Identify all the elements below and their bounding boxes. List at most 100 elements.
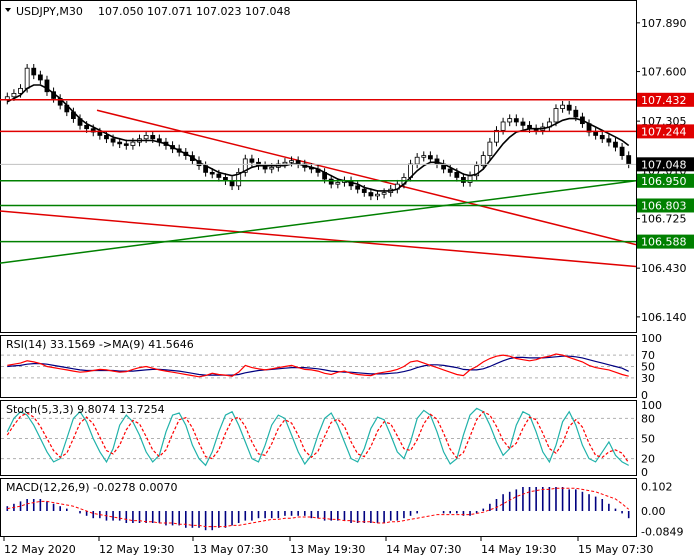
candle-body [566,104,572,111]
candle-body [236,171,242,187]
candle-body [626,155,632,165]
candle-body [421,155,427,158]
macd-label: MACD(12,26,9) -0.0278 0.0070 [6,481,177,494]
candle-body [560,104,565,109]
candle-body [513,118,519,123]
macd-tick-label: 0.102 [641,481,673,494]
macd-tick-label: 0.00 [641,505,666,518]
current-price-label: 107.048 [641,158,687,171]
macd-layer [6,487,630,531]
stoch-tick-label: 50 [641,433,655,446]
stoch-tick-label: 100 [641,399,662,412]
candle-body [593,131,599,136]
rsi-tick-label: 50 [641,361,655,374]
macd-panel-frame [0,478,637,537]
macd-tick-label: -0.0849 [641,525,683,538]
axis-layer: 107.890107.600107.305107.010106.725106.4… [3,17,694,556]
time-tick-label: 13 May 19:30 [290,543,365,556]
candle-body [209,171,215,175]
candle-body [599,135,605,140]
candle-body [500,121,506,131]
stoch-d-line [6,410,630,464]
price-tick-label: 106.725 [641,213,687,226]
candle-body [613,141,618,148]
candle-body [37,74,43,81]
collapse-triangle-icon[interactable] [5,8,11,12]
candle-body [447,168,453,173]
level-price-tag [637,198,694,213]
trendline [0,180,637,264]
candle-body [355,185,361,190]
candle-body [494,129,499,143]
price-tick-label: 107.890 [641,17,687,30]
level-price-label: 107.432 [641,94,687,107]
time-tick-label: 14 May 07:30 [386,543,461,556]
level-price-label: 106.803 [641,199,687,212]
level-price-tag [637,173,694,188]
candle-body [44,79,50,93]
rsi-tick-label: 0 [641,389,648,402]
rsi-tick-label: 100 [641,332,662,345]
ohlc-readout: 107.050 107.071 107.023 107.048 [98,5,290,18]
candle-body [104,135,109,140]
moving-average-line [6,84,630,192]
candle-body [381,192,387,195]
candle-body [487,141,493,156]
time-tick-label: 12 May 2020 [4,543,76,556]
current-price-tag [637,157,694,172]
price-tick-label: 106.140 [641,311,687,324]
candle-body [553,108,559,123]
candle-body [573,109,579,118]
candle-body [619,146,625,156]
candle-body [461,177,466,183]
candle-body [117,141,123,145]
candle-body [414,156,420,165]
level-price-tag [637,124,694,139]
candle-body [31,67,37,76]
candle-body [269,166,275,170]
stoch-tick-label: 0 [641,466,648,479]
candle-body [474,165,480,177]
symbol-title: USDJPY,M30 [16,5,83,18]
time-tick-label: 15 May 07:30 [578,543,653,556]
candle-body [480,155,486,167]
candle-body [454,171,460,178]
candle-body [335,182,341,185]
candle-body [216,173,222,178]
level-price-label: 106.588 [641,236,687,249]
candle-body [24,67,30,89]
time-tick-label: 12 May 19:30 [99,543,174,556]
rsi-label: RSI(14) 33.1569 ->MA(9) 41.5646 [6,338,194,351]
candle-body [289,160,294,163]
candle-body [249,158,255,163]
rsi-tick-label: 70 [641,349,655,362]
stoch-tick-label: 80 [641,412,655,425]
candle-body [520,121,526,126]
rsi-tick-label: 30 [641,372,655,385]
stoch-layer [1,407,636,467]
candle-body [282,161,288,165]
candle-body [229,180,235,187]
candle-body [368,192,374,197]
candle-body [110,138,116,143]
trendline [96,109,637,246]
stoch-label: Stoch(5,3,3) 9.8074 13.7254 [6,403,165,416]
candle-body [507,118,513,123]
level-price-tag [637,234,694,249]
candle-body [18,87,23,94]
candle-body [242,158,248,173]
candle-body [143,135,149,140]
candle-body [150,135,156,140]
candle-body [130,141,136,146]
trendline [0,210,637,268]
candle-body [123,143,129,146]
level-price-tag [637,92,694,107]
time-tick-label: 14 May 19:30 [481,543,556,556]
stoch-tick-label: 20 [641,453,655,466]
level-price-label: 106.950 [641,175,687,188]
rsi-layer [1,353,636,379]
candle-body [375,193,380,197]
candle-body [11,93,17,98]
level-price-label: 107.244 [641,125,687,138]
